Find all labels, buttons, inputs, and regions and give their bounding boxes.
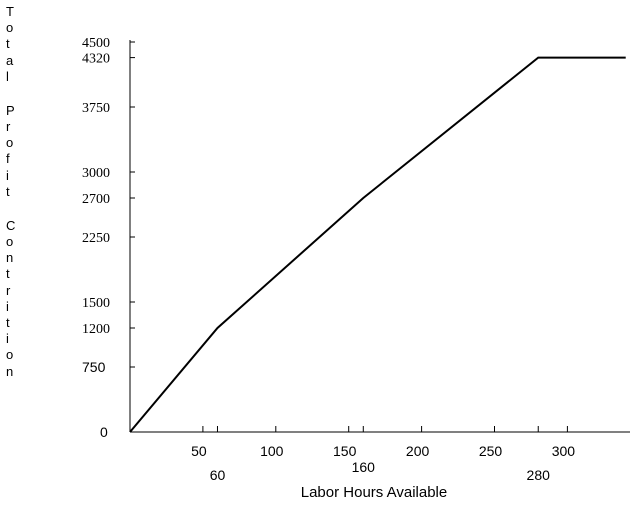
- y-axis-label-letter: o: [6, 234, 14, 250]
- y-axis-label-letter: T: [6, 4, 14, 19]
- y-tick-label: 1500: [82, 296, 110, 311]
- x-tick-label: 250: [479, 443, 503, 459]
- y-tick-label: 0: [100, 424, 108, 440]
- y-tick-label: 4500: [82, 36, 110, 51]
- y-axis-label-letter: n: [6, 250, 14, 266]
- y-axis-label-letter: t: [6, 315, 10, 331]
- y-tick-label: 4320: [82, 52, 110, 67]
- x-tick-label: 300: [552, 443, 576, 459]
- y-axis-label-letter: i: [6, 298, 9, 314]
- y-axis-label-letter: o: [6, 20, 14, 36]
- y-axis-label-letter: l: [6, 68, 9, 84]
- y-axis-label-letter: t: [6, 36, 10, 52]
- x-axis-label: Labor Hours Available: [301, 484, 447, 501]
- y-axis-label-letter: r: [6, 119, 11, 135]
- x-tick-label: 50: [191, 443, 207, 459]
- profit-line: [129, 56, 626, 433]
- y-axis-label-letter: t: [6, 183, 10, 199]
- y-tick-label: 2700: [82, 192, 110, 207]
- y-tick-label: 3750: [82, 101, 110, 116]
- y-axis-label-letter: i: [6, 331, 9, 347]
- y-tick-label: 3000: [82, 166, 110, 181]
- y-axis-label-letter: t: [6, 266, 10, 282]
- y-axis-label-letter: C: [6, 217, 16, 233]
- x-tick-label: 200: [406, 443, 430, 459]
- y-axis-label-letter: P: [6, 102, 15, 118]
- x-breakpoint-label: 160: [352, 459, 376, 475]
- x-breakpoint-label: 60: [210, 467, 226, 483]
- y-axis-label-letter: n: [6, 363, 14, 379]
- x-tick-label: 100: [260, 443, 284, 459]
- x-tick-label: 150: [333, 443, 357, 459]
- y-axis-label-letter: r: [6, 282, 11, 298]
- y-axis-label-letter: f: [6, 151, 10, 167]
- x-breakpoint-label: 280: [527, 467, 551, 483]
- y-tick-label: 2250: [82, 231, 110, 246]
- y-axis-label-letter: a: [6, 52, 14, 68]
- y-axis-label-letter: o: [6, 347, 14, 363]
- y-tick-label: 750: [82, 359, 106, 375]
- y-axis-label-letter: o: [6, 135, 14, 151]
- y-tick-label: 1200: [82, 322, 110, 337]
- y-axis-label-letter: i: [6, 167, 9, 183]
